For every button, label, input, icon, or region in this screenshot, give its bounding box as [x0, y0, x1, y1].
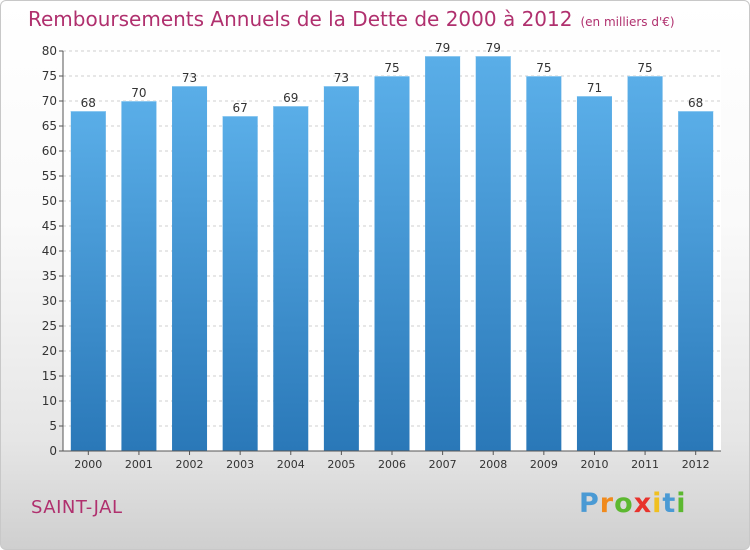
y-tick-label: 30 — [42, 294, 57, 308]
bar-2006 — [374, 76, 410, 451]
data-label: 71 — [587, 81, 602, 95]
bar-2005 — [323, 86, 359, 451]
y-tick-label: 75 — [42, 69, 57, 83]
bar-2011 — [627, 76, 663, 451]
y-tick-label: 25 — [42, 319, 57, 333]
y-tick-label: 60 — [42, 144, 57, 158]
x-tick-label: 2011 — [631, 458, 659, 471]
y-tick-label: 35 — [42, 269, 57, 283]
y-tick-label: 20 — [42, 344, 57, 358]
y-tick-label: 50 — [42, 194, 57, 208]
y-tick-label: 15 — [42, 369, 57, 383]
commune-name: SAINT-JAL — [31, 497, 123, 518]
bar-2009 — [526, 76, 562, 451]
logo-letter: o — [614, 488, 634, 519]
logo-letter: i — [652, 488, 663, 519]
data-label: 79 — [435, 41, 450, 55]
data-label: 73 — [334, 71, 349, 85]
x-tick-label: 2005 — [327, 458, 355, 471]
x-tick-label: 2001 — [125, 458, 153, 471]
data-label: 70 — [131, 86, 146, 100]
bar-2007 — [425, 56, 461, 451]
y-tick-label: 45 — [42, 219, 57, 233]
bar-2000 — [70, 111, 106, 451]
bar-2003 — [222, 116, 258, 451]
x-tick-label: 2004 — [277, 458, 305, 471]
logo-letter: P — [579, 488, 600, 519]
bar-2010 — [576, 96, 612, 451]
logo-letter: x — [633, 488, 653, 519]
bar-2008 — [475, 56, 511, 451]
y-tick-label: 80 — [42, 44, 57, 58]
proxiti-logo: Proxiti — [579, 488, 687, 519]
axes: 0 5 10 15 20 25 30 35 40 45 50 55 60 65 70 75 80 2000 2001… — [42, 44, 721, 471]
bar-2001 — [121, 101, 157, 451]
x-tick-label: 2007 — [429, 458, 457, 471]
bar-2002 — [172, 86, 208, 451]
x-tick-label: 2012 — [682, 458, 710, 471]
x-tick-label: 2003 — [226, 458, 254, 471]
bar-2012 — [678, 111, 714, 451]
x-tick-label: 2002 — [176, 458, 204, 471]
data-label: 75 — [637, 61, 652, 75]
x-tick-label: 2000 — [74, 458, 102, 471]
y-tick-label: 70 — [42, 94, 57, 108]
chart-title-text: Remboursements Annuels de la Dette de 20… — [28, 7, 573, 31]
data-label: 75 — [384, 61, 399, 75]
logo-letter: i — [676, 488, 687, 519]
data-label: 73 — [182, 71, 197, 85]
y-tick-label: 40 — [42, 244, 57, 258]
bar-2004 — [273, 106, 309, 451]
x-tick-label: 2006 — [378, 458, 406, 471]
y-tick-label: 65 — [42, 119, 57, 133]
data-label: 68 — [688, 96, 703, 110]
data-labels: 68 70 73 67 69 73 75 79 79 75 71 75 68 — [81, 41, 704, 115]
chart-unit: (en milliers d'€) — [580, 15, 675, 29]
y-tick-label: 0 — [49, 444, 57, 458]
x-tick-label: 2008 — [479, 458, 507, 471]
data-label: 68 — [81, 96, 96, 110]
bars — [70, 56, 714, 451]
logo-letter: r — [599, 488, 615, 519]
y-tick-label: 10 — [42, 394, 57, 408]
data-label: 67 — [233, 101, 248, 115]
chart-title: Remboursements Annuels de la Dette de 20… — [28, 7, 675, 31]
y-tick-label: 55 — [42, 169, 57, 183]
logo-letter: t — [662, 488, 677, 519]
y-tick-label: 5 — [49, 419, 57, 433]
data-label: 69 — [283, 91, 298, 105]
x-tick-label: 2010 — [580, 458, 608, 471]
x-tick-label: 2009 — [530, 458, 558, 471]
data-label: 75 — [536, 61, 551, 75]
data-label: 79 — [486, 41, 501, 55]
